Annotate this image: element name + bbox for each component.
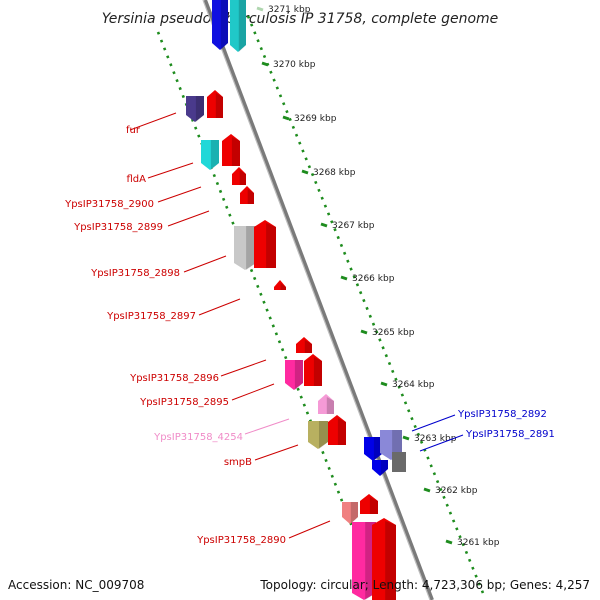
gene-label-YpsIP31758_2892[interactable]: YpsIP31758_2892 <box>457 409 547 420</box>
gene-feature-2898-box <box>234 226 256 270</box>
gene-feature-2891-grey <box>392 452 406 472</box>
gene-label-leader <box>411 414 456 432</box>
gene-feature-fldA-box <box>201 140 219 170</box>
gene-labels: fur fldA YpsIP31758_2900 YpsIP31758_2899 Yps… <box>64 112 555 546</box>
gene-feature-2900 <box>232 167 246 185</box>
gene-label-leader <box>157 186 202 203</box>
gene-label-YpsIP31758_2896[interactable]: YpsIP31758_2896 <box>129 373 219 384</box>
tick-mark <box>282 115 290 121</box>
tick-mark <box>402 435 410 441</box>
tick-mark <box>445 539 453 545</box>
gene-feature-cyan <box>230 0 246 52</box>
tick-label-3264: 3264 kbp <box>392 380 435 390</box>
tick-mark <box>380 381 388 387</box>
tick-label-3266: 3266 kbp <box>352 274 395 284</box>
gene-feature-2897 <box>274 280 286 290</box>
tick-label-3262: 3262 kbp <box>435 486 478 496</box>
tick-label-3271: 3271 kbp <box>268 5 311 15</box>
gene-feature-fldA <box>222 134 240 166</box>
gene-label-leader <box>231 383 275 401</box>
gene-label-leader <box>147 162 194 179</box>
gene-feature-fur <box>207 90 223 118</box>
gene-label-YpsIP31758_2898[interactable]: YpsIP31758_2898 <box>90 268 180 279</box>
gene-label-YpsIP31758_2899[interactable]: YpsIP31758_2899 <box>73 222 163 233</box>
gene-feature-blue <box>212 0 228 50</box>
gene-feature-2890-box <box>342 502 358 524</box>
gene-label-leader <box>167 210 210 227</box>
tick-mark <box>301 169 309 175</box>
gene-feature-smpB-box <box>308 421 328 449</box>
gene-label-YpsIP31758_2890[interactable]: YpsIP31758_2890 <box>196 535 286 546</box>
tick-mark <box>261 61 269 67</box>
gene-label-YpsIP31758_2895[interactable]: YpsIP31758_2895 <box>139 397 229 408</box>
gene-feature-4254 <box>318 394 334 414</box>
gene-feature-2892 <box>364 437 382 461</box>
gene-label-YpsIP31758_2891[interactable]: YpsIP31758_2891 <box>465 429 555 440</box>
gene-feature-2898 <box>254 220 276 268</box>
accession-text: Accession: NC_009708 <box>8 578 145 592</box>
gene-feature-2896-box <box>285 360 303 390</box>
tick-label-3263: 3263 kbp <box>414 434 457 444</box>
tick-label-3267: 3267 kbp <box>332 221 375 231</box>
gene-features <box>186 0 406 600</box>
gene-label-leader <box>288 520 331 539</box>
tick-label-3270: 3270 kbp <box>273 60 316 70</box>
gene-label-leader <box>198 298 241 316</box>
tick-label-3269: 3269 kbp <box>294 114 337 124</box>
gene-label-leader <box>244 418 290 435</box>
tick-marks: 3271 kbp 3270 kbp 3269 kbp 3268 kbp 3267 kbp… <box>256 5 500 548</box>
tick-mark <box>360 329 368 335</box>
gene-label-YpsIP31758_4254[interactable]: YpsIP31758_4254 <box>153 432 243 443</box>
gene-label-YpsIP31758_2900[interactable]: YpsIP31758_2900 <box>64 199 154 210</box>
gene-feature-fur-box <box>186 96 204 122</box>
gene-feature-smpB <box>328 415 346 445</box>
gene-feature-2890-small <box>360 494 378 514</box>
tick-label-3268: 3268 kbp <box>313 168 356 178</box>
gene-feature-2899 <box>240 186 254 204</box>
gene-feature-2890 <box>372 518 396 600</box>
gene-label-leader <box>254 444 299 461</box>
tick-label-3261: 3261 kbp <box>457 538 500 548</box>
gene-label-leader <box>419 434 464 452</box>
map-title: Yersinia pseudotuberculosis IP 31758, co… <box>102 11 499 27</box>
tick-mark <box>320 222 328 228</box>
gene-feature-2896 <box>304 354 322 386</box>
tick-label-3265: 3265 kbp <box>372 328 415 338</box>
tick-mark <box>423 487 431 493</box>
gene-label-leader <box>220 359 267 377</box>
tick-mark <box>340 275 348 281</box>
gene-label-smpB[interactable]: smpB <box>224 457 252 468</box>
gene-label-fur[interactable]: fur <box>126 125 141 136</box>
genome-backbone-highlight <box>202 0 431 600</box>
gene-label-YpsIP31758_2897[interactable]: YpsIP31758_2897 <box>106 311 196 322</box>
genome-summary-text: Topology: circular; Length: 4,723,306 bp… <box>260 578 590 592</box>
genome-backbone <box>203 0 434 600</box>
gene-label-fldA[interactable]: fldA <box>127 174 147 185</box>
gene-label-leader <box>129 112 177 131</box>
tick-mark <box>256 6 264 12</box>
gene-label-leader <box>183 255 227 273</box>
gene-feature-2891 <box>372 460 388 476</box>
gene-feature-2896-small <box>296 337 312 353</box>
